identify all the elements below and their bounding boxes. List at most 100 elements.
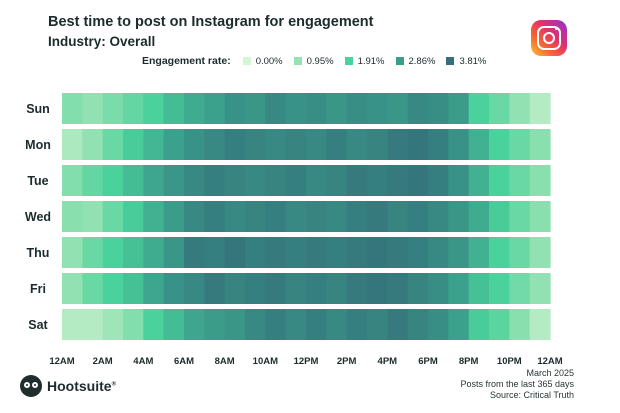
heat-cell-sun-4am	[143, 93, 165, 124]
row-label-wed: Wed	[25, 210, 51, 224]
heat-cell-tue-12am	[62, 165, 83, 196]
heat-cell-sun-3am	[123, 93, 144, 124]
heat-cell-sun-10am	[265, 93, 287, 124]
heat-cell-sun-4pm	[387, 93, 409, 124]
heat-cell-tue-11pm	[529, 165, 551, 196]
heat-cell-tue-8am	[224, 165, 246, 196]
heat-cell-mon-8pm	[468, 129, 490, 160]
heat-cell-wed-6pm	[428, 201, 449, 232]
heat-cell-sun-9pm	[489, 93, 510, 124]
heat-cell-wed-11pm	[529, 201, 551, 232]
heat-cell-fri-2am	[102, 273, 124, 304]
heat-cell-thu-11am	[285, 237, 307, 268]
heat-cell-sun-12am	[62, 93, 83, 124]
heat-cell-fri-7pm	[448, 273, 470, 304]
legend-item-1: 0.95%	[293, 56, 334, 67]
heat-cell-fri-3am	[123, 273, 144, 304]
heat-cell-tue-4pm	[387, 165, 409, 196]
heat-cell-sat-12am	[62, 309, 83, 340]
heat-cell-mon-10pm	[509, 129, 531, 160]
heat-cell-mon-1am	[82, 129, 104, 160]
row-label-mon: Mon	[25, 138, 51, 152]
heat-cell-wed-2am	[102, 201, 124, 232]
heat-cell-fri-1am	[82, 273, 104, 304]
heat-cell-thu-6am	[184, 237, 205, 268]
heat-cell-fri-11pm	[529, 273, 551, 304]
heat-cell-mon-2pm	[346, 129, 368, 160]
heat-cell-wed-6am	[184, 201, 205, 232]
heat-cell-tue-4am	[143, 165, 165, 196]
heat-cell-thu-3pm	[367, 237, 388, 268]
heat-cell-sat-9pm	[489, 309, 510, 340]
brand-name: Hootsuite®	[47, 378, 116, 394]
legend-swatch	[293, 57, 302, 65]
heat-cell-wed-9pm	[489, 201, 510, 232]
row-label-fri: Fri	[30, 282, 46, 296]
legend-swatch	[344, 57, 353, 65]
heat-cell-sat-6am	[184, 309, 205, 340]
heat-cell-thu-12pm	[306, 237, 327, 268]
heat-cell-sun-11am	[285, 93, 307, 124]
heat-cell-thu-10am	[265, 237, 287, 268]
row-label-sun: Sun	[26, 102, 50, 116]
heat-cell-thu-8pm	[468, 237, 490, 268]
x-tick-label: 12AM	[537, 356, 562, 367]
heat-cell-sat-2pm	[346, 309, 368, 340]
heat-cell-mon-6pm	[428, 129, 449, 160]
heat-cell-tue-7pm	[448, 165, 470, 196]
legend-swatch	[446, 57, 455, 65]
heat-cell-mon-7am	[204, 129, 226, 160]
heat-cell-mon-4am	[143, 129, 165, 160]
heat-cell-mon-10am	[265, 129, 287, 160]
heat-cell-tue-6pm	[428, 165, 449, 196]
heat-cell-mon-3pm	[367, 129, 388, 160]
heat-cell-wed-2pm	[346, 201, 368, 232]
heat-cell-wed-10am	[265, 201, 287, 232]
heat-cell-mon-4pm	[387, 129, 409, 160]
heat-cell-thu-2pm	[346, 237, 368, 268]
heat-cell-mon-3am	[123, 129, 144, 160]
heat-cell-sat-10pm	[509, 309, 531, 340]
heat-cell-sat-6pm	[428, 309, 449, 340]
heat-cell-mon-2am	[102, 129, 124, 160]
heat-cell-fri-10pm	[509, 273, 531, 304]
heat-cell-wed-11am	[285, 201, 307, 232]
heat-cell-tue-5am	[163, 165, 185, 196]
chart-subtitle: Industry: Overall	[48, 34, 156, 49]
heat-cell-wed-8pm	[468, 201, 490, 232]
heat-cell-tue-10am	[265, 165, 287, 196]
heat-cell-tue-9pm	[489, 165, 510, 196]
heat-cell-sat-1pm	[326, 309, 348, 340]
row-label-sat: Sat	[28, 318, 48, 332]
heat-cell-mon-12am	[62, 129, 83, 160]
heat-cell-tue-5pm	[407, 165, 429, 196]
heat-cell-sat-11am	[285, 309, 307, 340]
heat-cell-fri-4pm	[387, 273, 409, 304]
footer-notes: March 2025 Posts from the last 365 days …	[460, 368, 574, 401]
footer-date: March 2025	[526, 368, 574, 378]
heat-cell-fri-6pm	[428, 273, 449, 304]
heat-cell-sat-11pm	[529, 309, 551, 340]
heat-cell-wed-8am	[224, 201, 246, 232]
heat-cell-sat-9am	[245, 309, 266, 340]
row-label-tue: Tue	[27, 174, 48, 188]
heat-cell-fri-1pm	[326, 273, 348, 304]
heat-cell-mon-11am	[285, 129, 307, 160]
heat-cell-fri-9pm	[489, 273, 510, 304]
heat-cell-sun-2am	[102, 93, 124, 124]
heat-cell-thu-9am	[245, 237, 266, 268]
heat-cell-fri-3pm	[367, 273, 388, 304]
heat-cell-thu-4pm	[387, 237, 409, 268]
heat-cell-fri-8am	[224, 273, 246, 304]
heat-cell-fri-5am	[163, 273, 185, 304]
x-tick-label: 12AM	[49, 356, 74, 367]
heat-cell-sun-2pm	[346, 93, 368, 124]
heat-cell-sun-11pm	[529, 93, 551, 124]
heat-cell-mon-7pm	[448, 129, 470, 160]
heat-cell-thu-11pm	[529, 237, 551, 268]
heat-cell-mon-11pm	[529, 129, 551, 160]
heat-cell-sat-3am	[123, 309, 144, 340]
x-tick-label: 2PM	[337, 356, 357, 367]
heat-cell-thu-6pm	[428, 237, 449, 268]
